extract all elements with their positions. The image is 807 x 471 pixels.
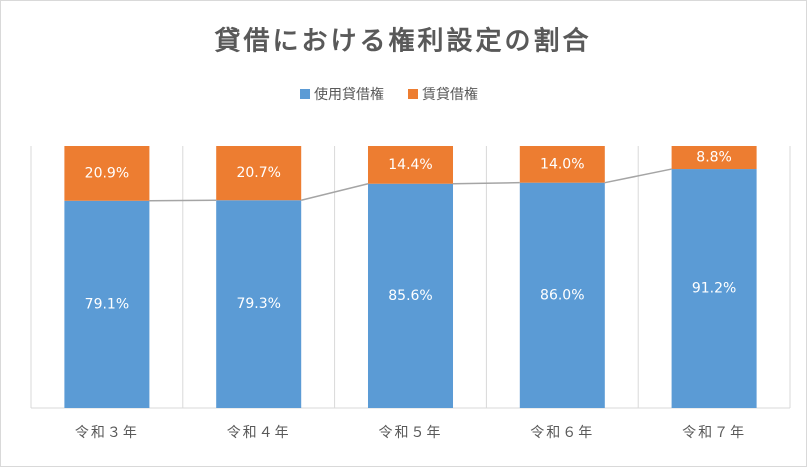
x-tick-label: 令和４年 <box>227 425 291 441</box>
legend-label: 使用貸借権 <box>314 86 384 103</box>
data-label: 91.2% <box>692 281 736 297</box>
data-label: 14.4% <box>388 157 432 173</box>
legend-swatch <box>408 89 418 99</box>
data-label: 79.1% <box>85 296 129 312</box>
x-tick-label: 令和７年 <box>682 425 746 441</box>
series-line <box>301 182 369 201</box>
bar-segment <box>367 146 454 184</box>
data-label: 79.3% <box>236 296 280 312</box>
data-label: 20.7% <box>236 165 280 181</box>
bar-segment <box>216 200 302 408</box>
data-label: 8.8% <box>696 150 732 166</box>
x-tick-label: 令和３年 <box>75 425 139 441</box>
bar-segment <box>671 169 757 408</box>
bar-segment <box>64 146 150 201</box>
data-label: 14.0% <box>540 156 584 172</box>
x-tick-label: 令和６年 <box>530 425 594 441</box>
series-line <box>604 168 672 184</box>
data-label: 85.6% <box>388 288 432 304</box>
data-label: 86.0% <box>540 287 584 303</box>
x-tick-label: 令和５年 <box>379 425 443 441</box>
bar-segment <box>367 183 454 408</box>
legend-swatch <box>300 89 310 99</box>
chart-title: 貸借における権利設定の割合 <box>213 26 591 57</box>
data-label: 20.9% <box>85 165 129 181</box>
series-line <box>149 199 217 202</box>
bar-segment <box>671 146 757 170</box>
bar-segment <box>64 200 150 408</box>
bar-segment <box>216 146 302 201</box>
bar-segment <box>519 182 605 408</box>
series-line <box>452 181 520 185</box>
legend-label: 賃貸借権 <box>422 86 478 103</box>
bar-segment <box>519 146 605 183</box>
